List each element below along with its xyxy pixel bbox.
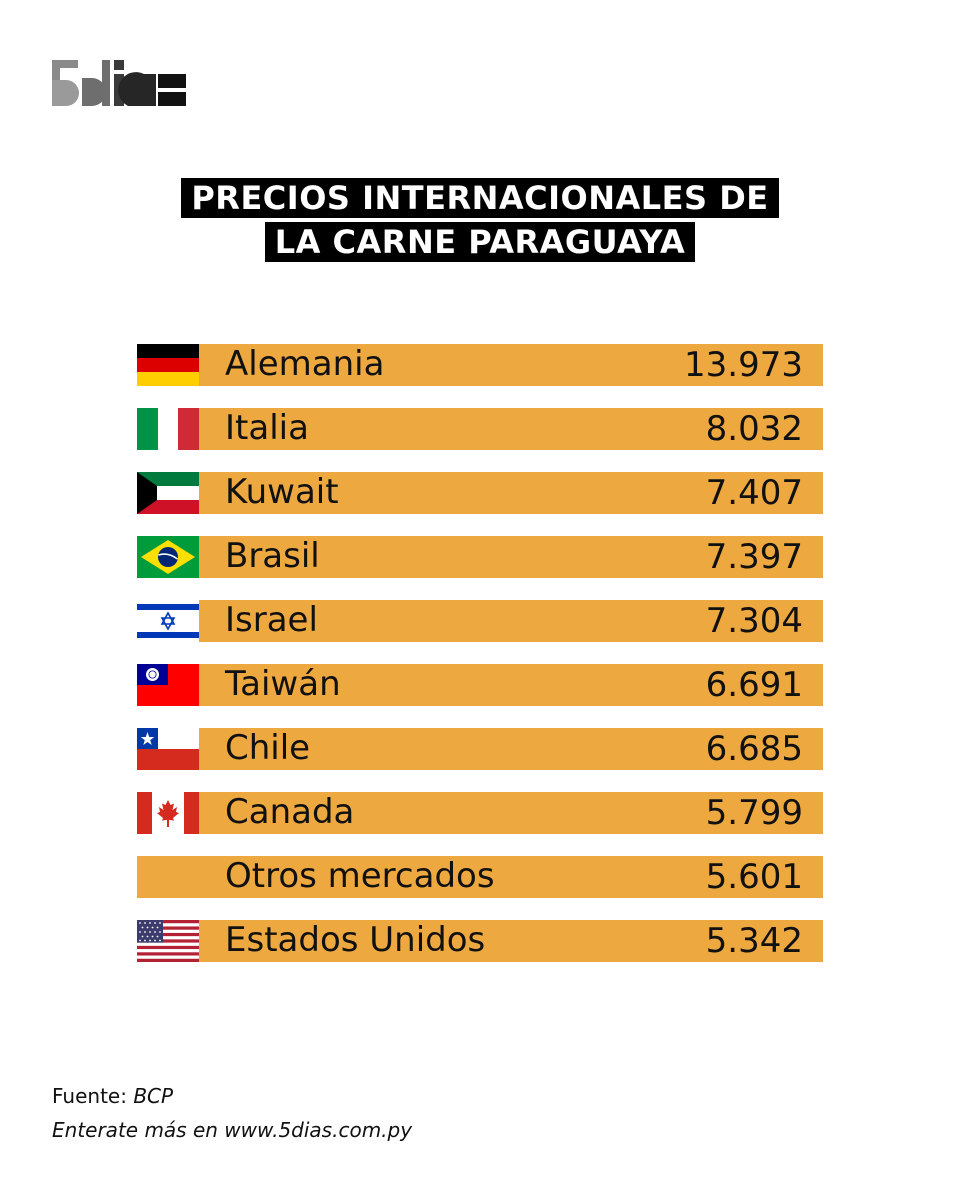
category-label: Estados Unidos — [225, 920, 486, 960]
bar — [137, 600, 823, 642]
data-label: 7.397 — [705, 537, 803, 577]
title-line-1: PRECIOS INTERNACIONALES DE — [181, 178, 779, 218]
chart-title: PRECIOS INTERNACIONALES DE LA CARNE PARA… — [0, 178, 960, 266]
category-label: Otros mercados — [225, 856, 495, 896]
category-label: Brasil — [225, 536, 320, 576]
source-note: Fuente: BCP — [52, 1084, 173, 1108]
bar-row: Taiwán 6.691 — [137, 664, 823, 706]
data-label: 6.685 — [705, 729, 803, 769]
chile-flag-icon — [137, 728, 199, 770]
data-label: 13.973 — [684, 345, 803, 385]
category-label: Alemania — [225, 344, 385, 384]
bar-row: Otros mercados 5.601 — [137, 856, 823, 898]
bar-row: Italia 8.032 — [137, 408, 823, 450]
bar — [137, 472, 823, 514]
logo-5dias-icon — [52, 60, 186, 106]
bar — [137, 792, 823, 834]
bar-row: Alemania 13.973 — [137, 344, 823, 386]
usa-flag-icon — [137, 920, 199, 962]
category-label: Italia — [225, 408, 309, 448]
bar-row: Brasil 7.397 — [137, 536, 823, 578]
category-label: Kuwait — [225, 472, 339, 512]
data-label: 6.691 — [705, 665, 803, 705]
italy-flag-icon — [137, 408, 199, 450]
kuwait-flag-icon — [137, 472, 199, 514]
canada-flag-icon — [137, 792, 199, 834]
bar — [137, 536, 823, 578]
data-label: 8.032 — [705, 409, 803, 449]
bar — [137, 664, 823, 706]
bar-row: Canada 5.799 — [137, 792, 823, 834]
bar — [137, 408, 823, 450]
category-label: Chile — [225, 728, 311, 768]
source-label: Fuente: — [52, 1084, 127, 1108]
bar-row: Kuwait 7.407 — [137, 472, 823, 514]
data-label: 7.304 — [705, 601, 803, 641]
category-label: Israel — [225, 600, 318, 640]
data-label: 5.601 — [705, 857, 803, 897]
data-label: 5.799 — [705, 793, 803, 833]
bar — [137, 856, 823, 898]
category-label: Canada — [225, 792, 355, 832]
bar-row: Chile 6.685 — [137, 728, 823, 770]
bar-row: Israel 7.304 — [137, 600, 823, 642]
bar — [137, 920, 823, 962]
data-label: 5.342 — [705, 921, 803, 961]
bar — [137, 728, 823, 770]
category-label: Taiwán — [225, 664, 341, 704]
taiwan-flag-icon — [137, 664, 199, 706]
bar-row: Estados Unidos 5.342 — [137, 920, 823, 962]
source-value: BCP — [133, 1084, 174, 1108]
brand-logo — [52, 58, 186, 108]
bar — [137, 344, 823, 386]
israel-flag-icon — [137, 600, 199, 642]
germany-flag-icon — [137, 344, 199, 386]
bar-chart: Alemania 13.973 Italia 8.032 Kuwait 7.40… — [137, 344, 823, 962]
title-line-2: LA CARNE PARAGUAYA — [264, 222, 696, 262]
more-info-link-text: Enterate más en www.5dias.com.py — [52, 1118, 413, 1142]
data-label: 7.407 — [705, 473, 803, 513]
brazil-flag-icon — [137, 536, 199, 578]
